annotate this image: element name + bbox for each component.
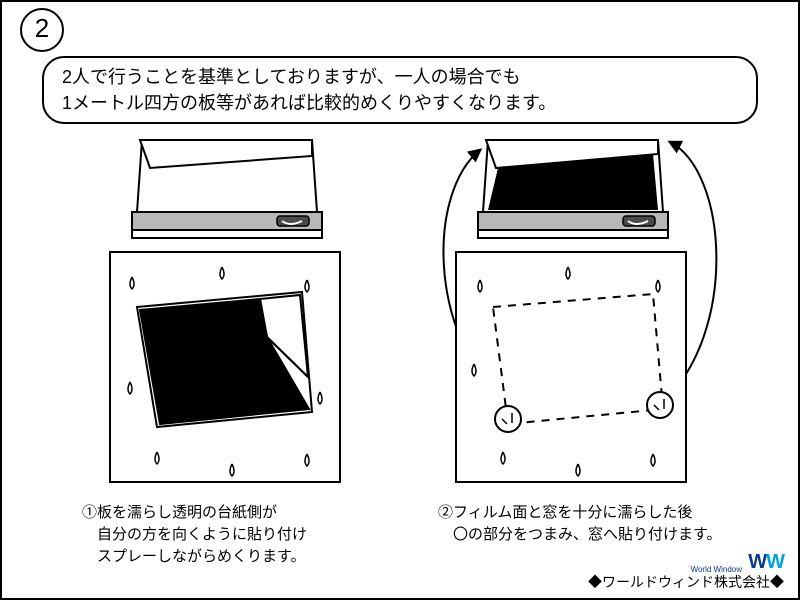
footer-company: ◆ワールドウィンド株式会社◆: [588, 572, 784, 592]
right-illustration: [408, 132, 738, 502]
left-illustration: [62, 132, 392, 502]
caption-right: ②フィルム面と窓を十分に濡らした後 〇の部分をつまみ、窓へ貼り付けます。: [438, 502, 738, 546]
step-number-badge: 2: [20, 8, 64, 52]
brand-logo: WW: [748, 551, 784, 574]
tip-callout: 2人で行うことを基準としておりますが、一人の場合でも1メートル四方の板等があれば…: [42, 56, 758, 124]
caption-left: ①板を濡らし透明の台紙側が 自分の方を向くように貼り付け スプレーしながらめくり…: [82, 502, 307, 567]
